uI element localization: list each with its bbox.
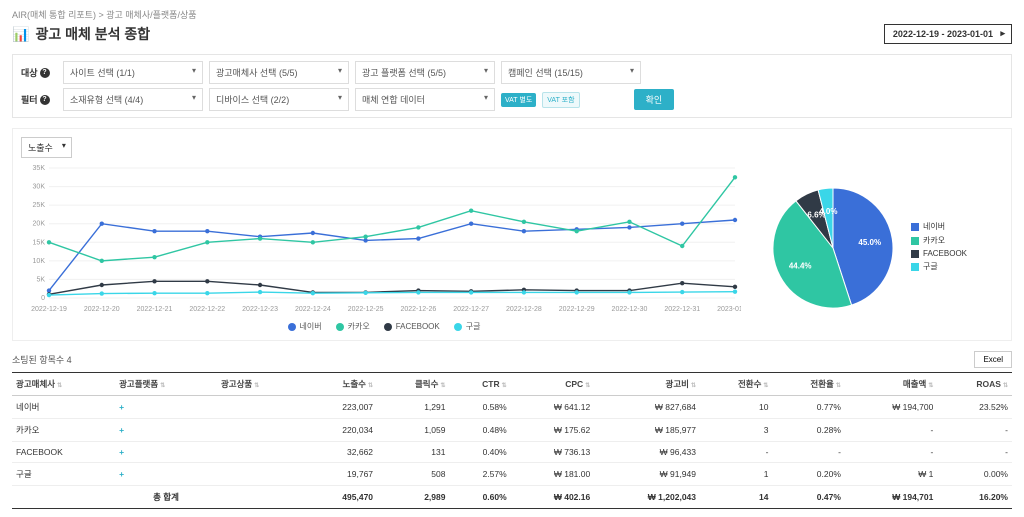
filter-panel: 대상? 사이트 선택 (1/1) 광고매체사 선택 (5/5) 광고 플랫폼 선… [12,54,1012,118]
table-row: 네이버+223,0071,2910.58%₩ 641.12₩ 827,68410… [12,396,1012,419]
chart-panel: 노출수 35K 30K 25K 20K 15K 10K 5K 0 2022-12-19 2022-… [12,128,1012,341]
vat-exclude-toggle[interactable]: VAT 별도 [501,93,536,107]
total-row: 총 합계495,4702,9890.60%₩ 402.16₩ 1,202,043… [12,486,1012,509]
metric-select[interactable]: 노출수 [21,137,72,158]
svg-text:25K: 25K [33,202,46,209]
svg-text:2022-12-23: 2022-12-23 [242,306,278,313]
help-icon[interactable]: ? [40,68,50,78]
campaign-select[interactable]: 캠페인 선택 (15/15) [501,61,641,84]
device-select[interactable]: 디바이스 선택 (2/2) [209,88,349,111]
svg-text:2022-12-22: 2022-12-22 [189,306,225,313]
expand-icon[interactable]: + [119,402,124,412]
svg-text:2022-12-30: 2022-12-30 [612,306,648,313]
table-row: 구글+19,7675082.57%₩ 181.00₩ 91,94910.20%₩… [12,463,1012,486]
platform-select[interactable]: 광고 플랫폼 선택 (5/5) [355,61,495,84]
pie-chart: 45.0%44.4%6.6%4.0% [763,178,903,318]
page-title: 📊 광고 매체 분석 종합 [12,24,150,44]
expand-icon[interactable]: + [119,425,124,435]
legend-item[interactable]: 구글 [454,321,481,332]
pie-legend-item[interactable]: 카카오 [911,235,967,246]
pie-legend: 네이버카카오 FACEBOOK 구글 [911,221,967,275]
svg-text:2022-12-31: 2022-12-31 [664,306,700,313]
site-select[interactable]: 사이트 선택 (1/1) [63,61,203,84]
advertiser-select[interactable]: 광고매체사 선택 (5/5) [209,61,349,84]
col-header[interactable]: 전환율 [772,373,844,396]
svg-text:0: 0 [41,295,45,302]
svg-text:4.0%: 4.0% [819,207,837,216]
col-header[interactable]: 광고상품 [217,373,304,396]
svg-text:35K: 35K [33,165,46,172]
col-header[interactable]: CPC [511,373,595,396]
media-combined-select[interactable]: 매체 연합 데이터 [355,88,495,111]
legend-item[interactable]: FACEBOOK [384,321,440,332]
line-chart: 35K 30K 25K 20K 15K 10K 5K 0 2022-12-19 2022-12-2… [21,164,741,314]
svg-text:15K: 15K [33,239,46,246]
pie-legend-item[interactable]: 네이버 [911,221,967,232]
line-legend: 네이버 카카오 FACEBOOK 구글 [21,321,747,332]
svg-text:2022-12-28: 2022-12-28 [506,306,542,313]
date-range-picker[interactable]: 2022-12-19 - 2023-01-01 [884,24,1012,44]
svg-text:5K: 5K [36,276,45,283]
creative-select[interactable]: 소재유형 선택 (4/4) [63,88,203,111]
expand-icon[interactable]: + [119,469,124,479]
filter-label-target: 대상? [21,66,57,79]
svg-text:2022-12-24: 2022-12-24 [295,306,331,313]
expand-icon[interactable]: + [119,447,124,457]
chart-icon: 📊 [12,26,29,43]
legend-item[interactable]: 카카오 [336,321,370,332]
row-count: 소팅된 항목수 4 [12,353,72,366]
col-header[interactable]: 광고플랫폼 [115,373,217,396]
svg-text:2022-12-21: 2022-12-21 [137,306,173,313]
svg-text:2022-12-20: 2022-12-20 [84,306,120,313]
vat-include-toggle[interactable]: VAT 포함 [542,92,579,108]
pie-legend-item[interactable]: 구글 [911,261,967,272]
data-table: 광고매체사광고플랫폼광고상품노출수클릭수CTRCPC광고비전환수전환율매출액RO… [12,372,1012,509]
svg-text:45.0%: 45.0% [858,238,881,247]
svg-text:20K: 20K [33,221,46,228]
svg-text:30K: 30K [33,184,46,191]
col-header[interactable]: 광고비 [594,373,700,396]
breadcrumb: AIR(매체 통합 리포트) > 광고 매체사/플랫폼/상품 [12,8,1012,21]
table-row: 카카오+220,0341,0590.48%₩ 175.62₩ 185,97730… [12,419,1012,442]
col-header[interactable]: 광고매체사 [12,373,115,396]
svg-text:2022-12-27: 2022-12-27 [453,306,489,313]
col-header[interactable]: 클릭수 [377,373,449,396]
svg-text:2023-01-01: 2023-01-01 [717,306,741,313]
svg-text:44.4%: 44.4% [789,262,812,271]
table-row: FACEBOOK+32,6621310.40%₩ 736.13₩ 96,433-… [12,442,1012,463]
excel-export-button[interactable]: Excel [974,351,1012,368]
svg-text:2022-12-29: 2022-12-29 [559,306,595,313]
filter-label-filter: 필터? [21,93,57,106]
svg-text:2022-12-25: 2022-12-25 [348,306,384,313]
svg-text:10K: 10K [33,258,46,265]
help-icon[interactable]: ? [40,95,50,105]
pie-legend-item[interactable]: FACEBOOK [911,249,967,258]
col-header[interactable]: 매출액 [845,373,937,396]
col-header[interactable]: CTR [449,373,510,396]
legend-item[interactable]: 네이버 [288,321,322,332]
col-header[interactable]: 노출수 [304,373,377,396]
col-header[interactable]: ROAS [937,373,1012,396]
svg-text:2022-12-19: 2022-12-19 [31,306,67,313]
svg-text:2022-12-26: 2022-12-26 [400,306,436,313]
col-header[interactable]: 전환수 [700,373,772,396]
confirm-button[interactable]: 확인 [634,89,675,110]
